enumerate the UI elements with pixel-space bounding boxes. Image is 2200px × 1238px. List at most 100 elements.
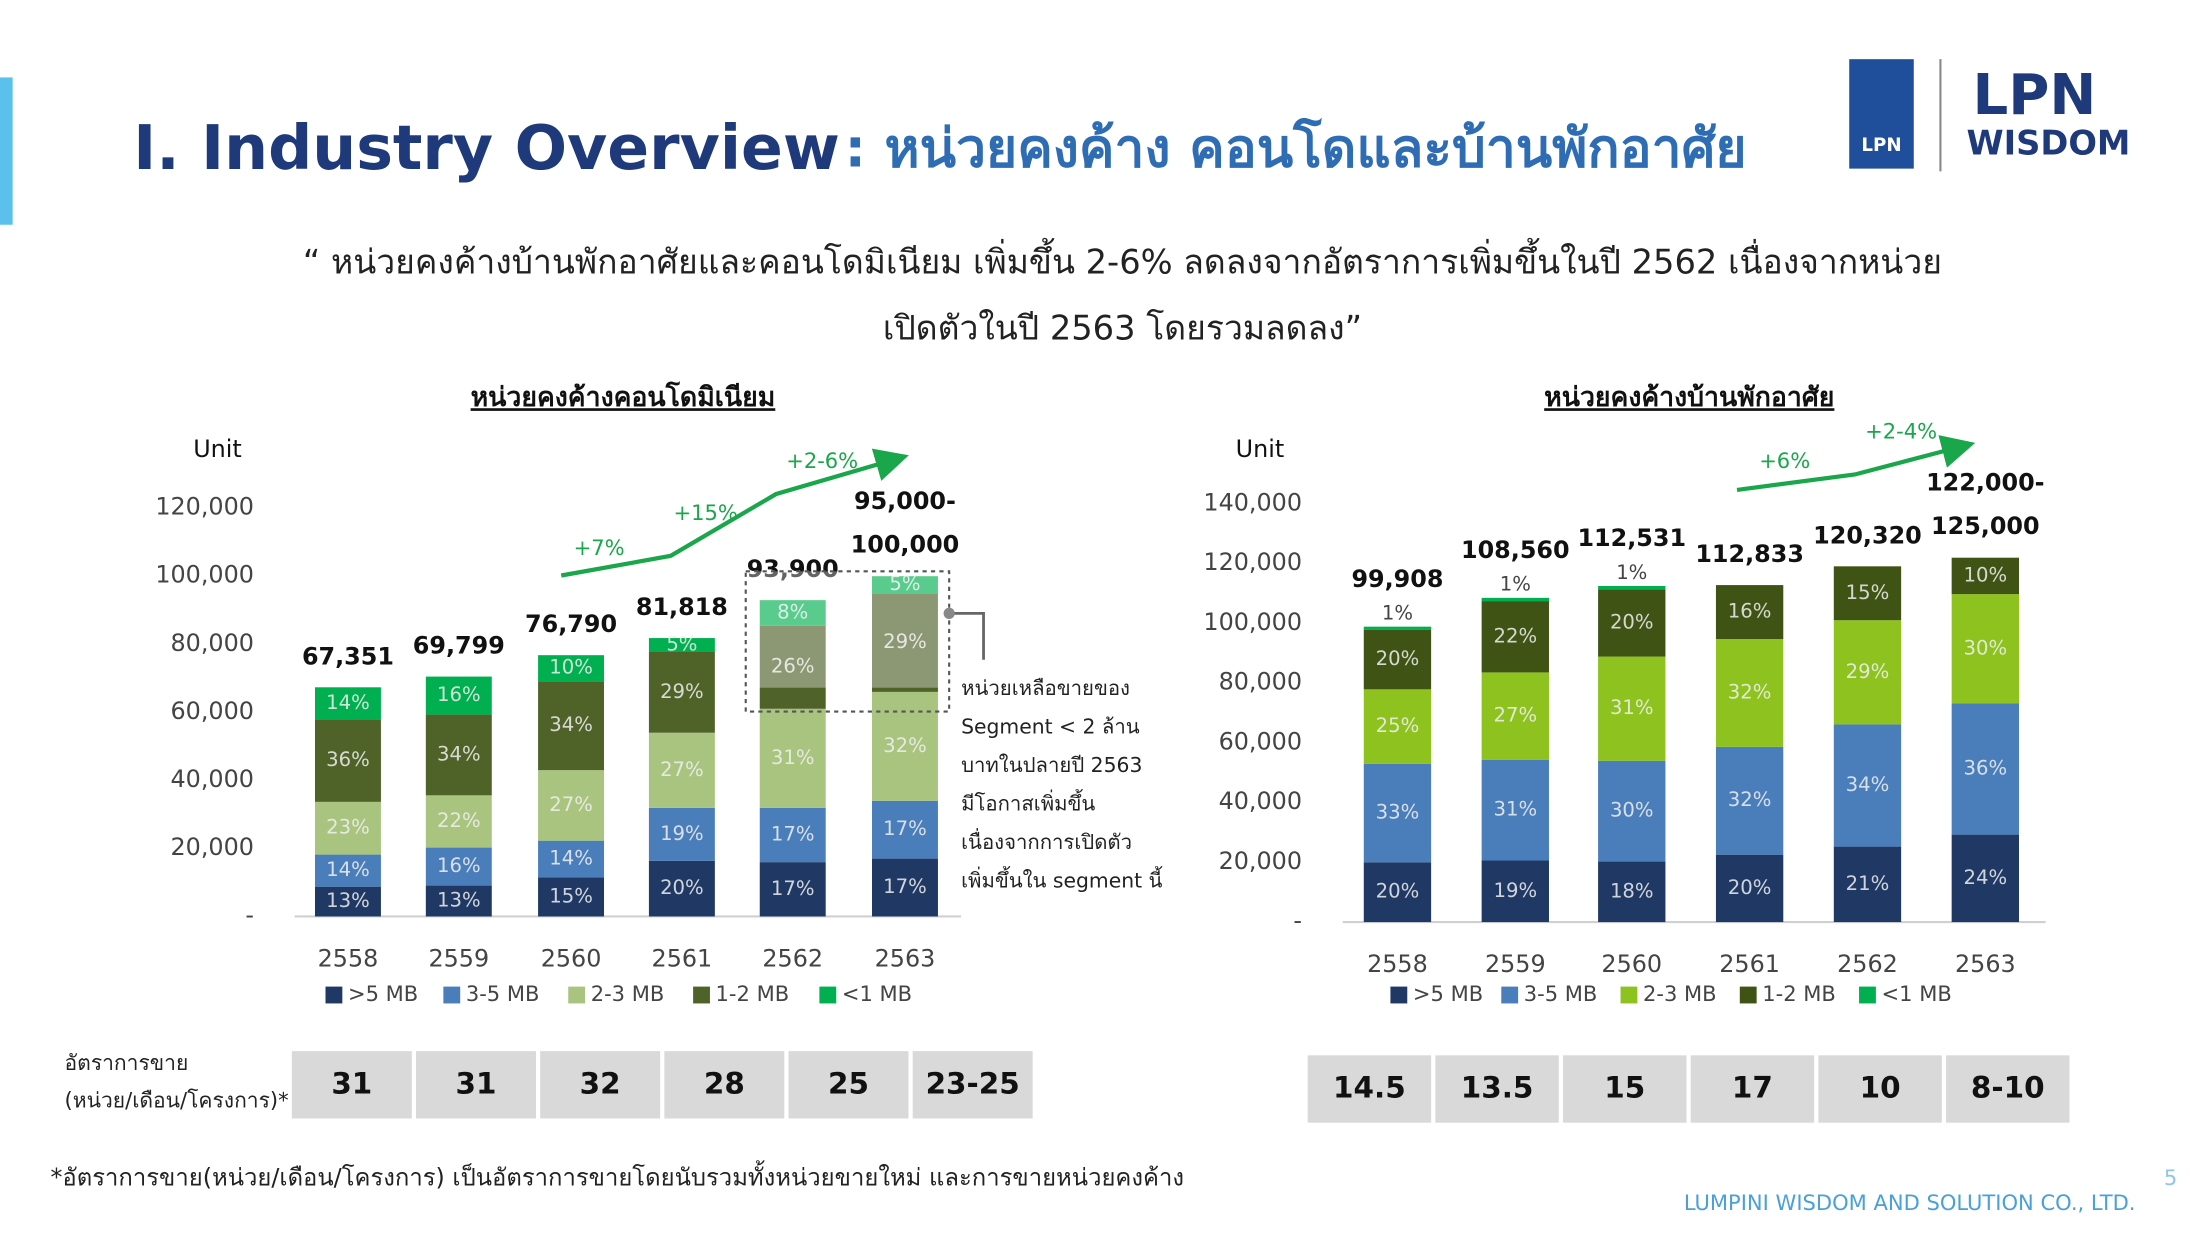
segment-label: 16% <box>1728 600 1772 623</box>
segment-label: 27% <box>549 793 593 816</box>
y-tick-label: 80,000 <box>171 629 254 657</box>
growth-arrow <box>1736 435 1976 493</box>
segment-label: 15% <box>1846 581 1890 604</box>
legend-swatch <box>1501 986 1519 1004</box>
bar-segment <box>1598 585 1666 590</box>
legend-swatch <box>443 986 461 1004</box>
bar-segment <box>872 691 938 801</box>
x-tick-label: 2561 <box>652 944 713 972</box>
segment-label: 14% <box>549 846 593 869</box>
table-value: 15 <box>1604 1071 1645 1105</box>
segment-label: 36% <box>326 748 370 771</box>
y-tick-label: 100,000 <box>1203 608 1302 636</box>
segment-label: 32% <box>1728 788 1772 811</box>
bar-segment <box>872 576 938 594</box>
table-cell <box>1307 1055 1432 1123</box>
segment-label: 1% <box>1500 573 1531 596</box>
segment-label: 5% <box>889 572 920 595</box>
y-tick-label: 120,000 <box>1203 548 1302 576</box>
chart-title: หน่วยคงค้างคอนโดมิเนียม <box>471 381 776 413</box>
table-value: 32 <box>580 1066 621 1100</box>
total-label: 67,351 <box>302 642 394 670</box>
bar-segment <box>425 714 492 796</box>
legend-swatch <box>1620 986 1638 1004</box>
bar-segment <box>1715 639 1784 747</box>
y-tick-label: 40,000 <box>171 765 254 793</box>
bar-segment <box>872 593 938 692</box>
total-label: 69,799 <box>413 632 505 660</box>
segment-label: 31% <box>1610 696 1654 719</box>
footer-company: LUMPINI WISDOM AND SOLUTION CO., LTD. <box>1684 1190 2136 1215</box>
legend-swatch <box>325 986 343 1004</box>
x-tick-label: 2560 <box>1601 950 1662 978</box>
segment-label: 16% <box>437 683 481 706</box>
bar-segment <box>872 858 938 917</box>
bar-segment <box>1363 626 1432 630</box>
table-value: 10 <box>1860 1071 1901 1105</box>
callout-connector <box>949 611 985 660</box>
segment-label: 27% <box>660 758 704 781</box>
x-tick-label: 2559 <box>1485 950 1546 978</box>
bar-segment <box>1833 620 1902 725</box>
total-label: 95,000-100,000 <box>851 486 960 557</box>
table-cell <box>1563 1055 1687 1123</box>
table-cell <box>1818 1055 1942 1123</box>
segment-label: 19% <box>1493 879 1537 902</box>
table-cell <box>416 1051 536 1119</box>
segment-label: 19% <box>660 822 704 845</box>
table-cell <box>540 1051 661 1119</box>
legend-label: >5 MB <box>1413 981 1483 1006</box>
legend-swatch <box>1859 986 1876 1004</box>
bar-segment <box>538 681 605 771</box>
bar-segment <box>1951 834 2020 923</box>
table-cell <box>291 1051 412 1119</box>
table-value: 14.5 <box>1333 1071 1406 1105</box>
bar-segment <box>648 807 715 861</box>
segment-label: 5% <box>666 633 697 656</box>
bar-segment <box>759 862 826 917</box>
bar-segment <box>759 625 826 709</box>
bar-segment <box>759 807 826 863</box>
segment-label: 10% <box>1964 563 2008 586</box>
segment-label: 31% <box>1493 798 1537 821</box>
table-value: 13.5 <box>1461 1071 1534 1105</box>
total-label: 76,790 <box>525 610 617 638</box>
callout-text: หน่วยเหลือขายของ <box>961 676 1130 700</box>
segment-label: 13% <box>437 889 481 912</box>
table-value: 31 <box>455 1066 496 1100</box>
total-label: 99,908 <box>1351 565 1443 593</box>
x-tick-label: 2561 <box>1719 950 1780 978</box>
sales-rate-label: อัตราการขาย <box>65 1050 189 1075</box>
bar-segment <box>1598 861 1666 923</box>
table-value: 31 <box>331 1066 372 1100</box>
total-label: 112,833 <box>1695 540 1804 568</box>
bar-segment <box>538 840 605 878</box>
x-tick-label: 2562 <box>762 944 823 972</box>
table-cell <box>788 1051 909 1119</box>
bar-segment <box>425 885 492 917</box>
bar-segment <box>1598 760 1666 862</box>
bar-segment <box>1481 597 1549 602</box>
table-cell <box>1690 1055 1815 1123</box>
growth-label: +2-6% <box>786 448 858 473</box>
bar-segment <box>1833 724 1902 847</box>
y-axis-label: Unit <box>193 435 242 463</box>
chart-title: หน่วยคงค้างบ้านพักอาศัย <box>1544 382 1834 413</box>
segment-label: 31% <box>771 746 815 769</box>
bar-segment <box>1951 703 2020 835</box>
quote-line: เปิดตัวในปี 2563 โดยรวมลดลง” <box>883 308 1362 347</box>
bar-segment <box>425 847 492 886</box>
logo-box <box>1849 59 1914 169</box>
bar-segment <box>1481 860 1549 923</box>
table-value: 17 <box>1732 1071 1773 1105</box>
bar-segment <box>425 795 492 848</box>
segment-label: 26% <box>771 655 815 678</box>
callout-text: บาทในปลายปี 2563 <box>961 753 1142 777</box>
segment-label: 30% <box>1964 636 2008 659</box>
logo-mark: LPN <box>1861 135 1901 156</box>
growth-label: +2-4% <box>1865 418 1937 443</box>
subtitle: : หน่วยคงค้าง คอนโดและบ้านพักอาศัย <box>845 116 1747 179</box>
bar-segment <box>538 877 605 917</box>
